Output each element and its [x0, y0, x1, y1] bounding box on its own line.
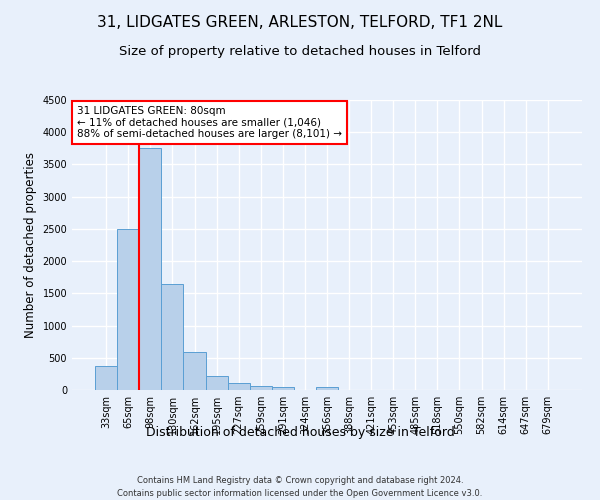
Bar — [95, 366, 117, 390]
Text: Distribution of detached houses by size in Telford: Distribution of detached houses by size … — [146, 426, 454, 439]
Bar — [161, 284, 184, 390]
Bar — [184, 352, 206, 390]
Bar — [250, 386, 272, 390]
Text: 31, LIDGATES GREEN, ARLESTON, TELFORD, TF1 2NL: 31, LIDGATES GREEN, ARLESTON, TELFORD, T… — [97, 15, 503, 30]
Text: Size of property relative to detached houses in Telford: Size of property relative to detached ho… — [119, 45, 481, 58]
Y-axis label: Number of detached properties: Number of detached properties — [24, 152, 37, 338]
Bar — [139, 148, 161, 390]
Text: 31 LIDGATES GREEN: 80sqm
← 11% of detached houses are smaller (1,046)
88% of sem: 31 LIDGATES GREEN: 80sqm ← 11% of detach… — [77, 106, 342, 139]
Bar — [272, 387, 294, 390]
Bar — [117, 229, 139, 390]
Bar — [227, 383, 250, 390]
Bar — [316, 387, 338, 390]
Bar — [206, 376, 227, 390]
Text: Contains HM Land Registry data © Crown copyright and database right 2024.
Contai: Contains HM Land Registry data © Crown c… — [118, 476, 482, 498]
